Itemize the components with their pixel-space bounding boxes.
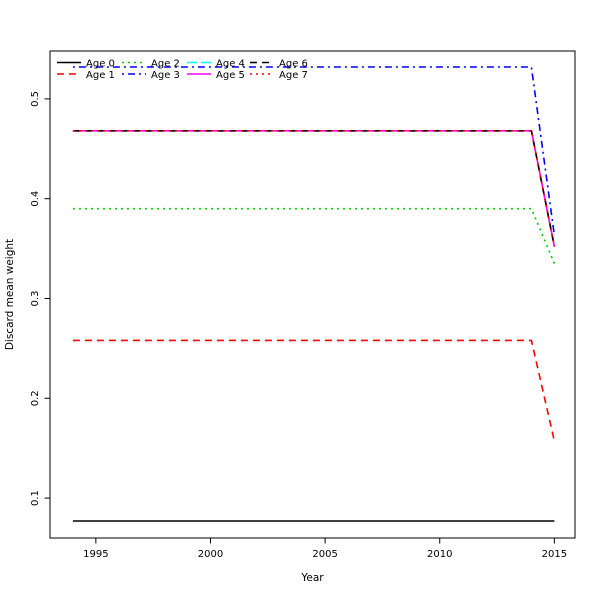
legend-item-age-3: Age 3	[122, 70, 180, 81]
legend-item-age-1: Age 1	[57, 70, 115, 81]
series-line-age-3	[72, 66, 556, 236]
legend-item-age-0: Age 0	[57, 59, 115, 70]
x-axis-title: Year	[300, 572, 324, 584]
x-axis-tick-label: 2015	[542, 549, 567, 560]
legend-item-label: Age 7	[279, 70, 308, 81]
legend-item-age-6: Age 6	[250, 59, 308, 70]
legend-item-label: Age 0	[86, 59, 115, 70]
legend-item-age-4: Age 4	[187, 59, 245, 70]
series-line-age-1	[72, 339, 556, 442]
x-axis-tick-label: 2010	[427, 549, 452, 560]
legend-item-age-5: Age 5	[187, 70, 245, 81]
plot-box	[49, 50, 576, 539]
legend-item-label: Age 6	[279, 59, 308, 70]
x-axis-tick-label: 2000	[198, 549, 223, 560]
y-axis-title: Discard mean weight	[4, 239, 16, 350]
legend-item-age-2: Age 2	[122, 59, 180, 70]
y-axis-tick-label: 0.2	[30, 390, 41, 406]
legend-item-label: Age 4	[216, 59, 245, 70]
series-line-age-2	[72, 207, 556, 264]
legend-item-label: Age 1	[86, 70, 115, 81]
y-axis-tick-label: 0.1	[30, 490, 41, 506]
legend-item-label: Age 2	[151, 59, 180, 70]
y-axis-tick-label: 0.4	[30, 191, 41, 207]
y-axis-tick-label: 0.5	[30, 91, 41, 107]
legend-item-age-7: Age 7	[250, 70, 308, 81]
x-axis-tick-label: 1995	[83, 549, 108, 560]
y-axis-tick-label: 0.3	[30, 291, 41, 307]
series-line-age-6	[72, 130, 556, 247]
legend-item-label: Age 3	[151, 70, 180, 81]
legend-item-label: Age 5	[216, 70, 245, 81]
x-axis-tick-label: 2005	[312, 549, 337, 560]
